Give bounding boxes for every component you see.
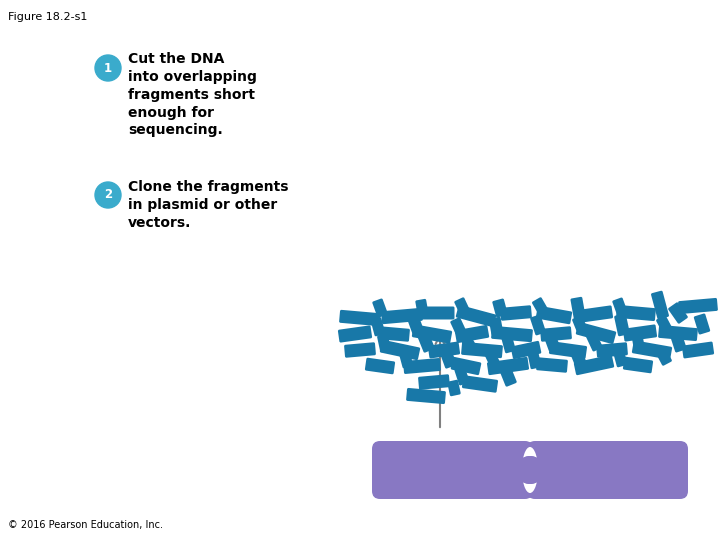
FancyBboxPatch shape (658, 325, 698, 341)
Text: © 2016 Pearson Education, Inc.: © 2016 Pearson Education, Inc. (8, 520, 163, 530)
FancyBboxPatch shape (439, 347, 456, 369)
Text: Clone the fragments
in plasmid or other
vectors.: Clone the fragments in plasmid or other … (128, 180, 289, 230)
FancyBboxPatch shape (447, 380, 461, 396)
FancyBboxPatch shape (491, 326, 533, 342)
FancyBboxPatch shape (403, 358, 441, 374)
FancyBboxPatch shape (510, 341, 541, 359)
FancyBboxPatch shape (623, 325, 657, 342)
FancyBboxPatch shape (500, 330, 516, 353)
FancyBboxPatch shape (527, 347, 541, 369)
FancyBboxPatch shape (632, 340, 672, 360)
FancyBboxPatch shape (380, 340, 420, 360)
FancyBboxPatch shape (572, 315, 588, 335)
Ellipse shape (516, 456, 544, 484)
Text: 2: 2 (104, 188, 112, 201)
FancyBboxPatch shape (450, 318, 466, 335)
FancyBboxPatch shape (536, 357, 568, 373)
FancyBboxPatch shape (585, 330, 603, 352)
FancyBboxPatch shape (500, 305, 532, 321)
FancyBboxPatch shape (365, 357, 395, 374)
FancyBboxPatch shape (499, 366, 517, 387)
Ellipse shape (516, 456, 544, 484)
FancyBboxPatch shape (418, 374, 450, 390)
FancyBboxPatch shape (612, 298, 628, 316)
FancyBboxPatch shape (616, 305, 656, 321)
Circle shape (95, 182, 121, 208)
Text: Figure 18.2-s1: Figure 18.2-s1 (8, 12, 87, 22)
FancyBboxPatch shape (415, 299, 428, 317)
FancyBboxPatch shape (418, 332, 435, 353)
FancyBboxPatch shape (656, 315, 672, 333)
FancyBboxPatch shape (544, 332, 560, 352)
FancyBboxPatch shape (492, 299, 508, 318)
FancyBboxPatch shape (549, 341, 587, 359)
FancyBboxPatch shape (455, 325, 489, 343)
FancyBboxPatch shape (412, 325, 452, 343)
FancyBboxPatch shape (576, 322, 616, 344)
FancyBboxPatch shape (532, 297, 548, 315)
FancyBboxPatch shape (623, 357, 653, 373)
Text: 1: 1 (104, 62, 112, 75)
FancyBboxPatch shape (462, 375, 498, 393)
FancyBboxPatch shape (694, 314, 710, 334)
FancyBboxPatch shape (631, 333, 644, 349)
FancyBboxPatch shape (668, 302, 688, 323)
FancyBboxPatch shape (344, 342, 376, 357)
Text: Cut the DNA
into overlapping
fragments short
enough for
sequencing.: Cut the DNA into overlapping fragments s… (128, 52, 257, 137)
FancyBboxPatch shape (454, 367, 469, 386)
FancyBboxPatch shape (421, 307, 454, 320)
FancyBboxPatch shape (536, 306, 572, 324)
FancyBboxPatch shape (372, 299, 387, 318)
Circle shape (95, 55, 121, 81)
FancyBboxPatch shape (614, 314, 630, 336)
FancyBboxPatch shape (485, 349, 500, 367)
FancyBboxPatch shape (574, 355, 614, 375)
Ellipse shape (522, 447, 538, 493)
FancyBboxPatch shape (613, 347, 627, 367)
FancyBboxPatch shape (408, 315, 425, 336)
FancyBboxPatch shape (428, 342, 460, 359)
FancyBboxPatch shape (399, 350, 413, 368)
FancyBboxPatch shape (451, 357, 481, 375)
FancyBboxPatch shape (530, 315, 546, 335)
FancyBboxPatch shape (377, 334, 391, 352)
FancyBboxPatch shape (461, 342, 503, 358)
FancyBboxPatch shape (406, 388, 446, 404)
FancyBboxPatch shape (678, 298, 718, 314)
FancyBboxPatch shape (527, 441, 688, 499)
FancyBboxPatch shape (456, 305, 496, 327)
FancyBboxPatch shape (489, 317, 503, 335)
FancyBboxPatch shape (381, 308, 423, 324)
FancyBboxPatch shape (579, 306, 613, 322)
FancyBboxPatch shape (371, 318, 385, 336)
FancyBboxPatch shape (372, 441, 533, 499)
FancyBboxPatch shape (339, 310, 381, 326)
FancyBboxPatch shape (460, 333, 476, 351)
FancyBboxPatch shape (570, 297, 585, 319)
FancyBboxPatch shape (570, 347, 586, 367)
FancyBboxPatch shape (487, 357, 529, 375)
FancyBboxPatch shape (651, 291, 669, 319)
FancyBboxPatch shape (540, 326, 572, 342)
FancyBboxPatch shape (670, 329, 687, 353)
FancyBboxPatch shape (682, 342, 714, 359)
FancyBboxPatch shape (338, 326, 372, 342)
FancyBboxPatch shape (378, 326, 410, 342)
FancyBboxPatch shape (656, 348, 672, 366)
FancyBboxPatch shape (454, 298, 469, 315)
FancyBboxPatch shape (596, 342, 628, 357)
